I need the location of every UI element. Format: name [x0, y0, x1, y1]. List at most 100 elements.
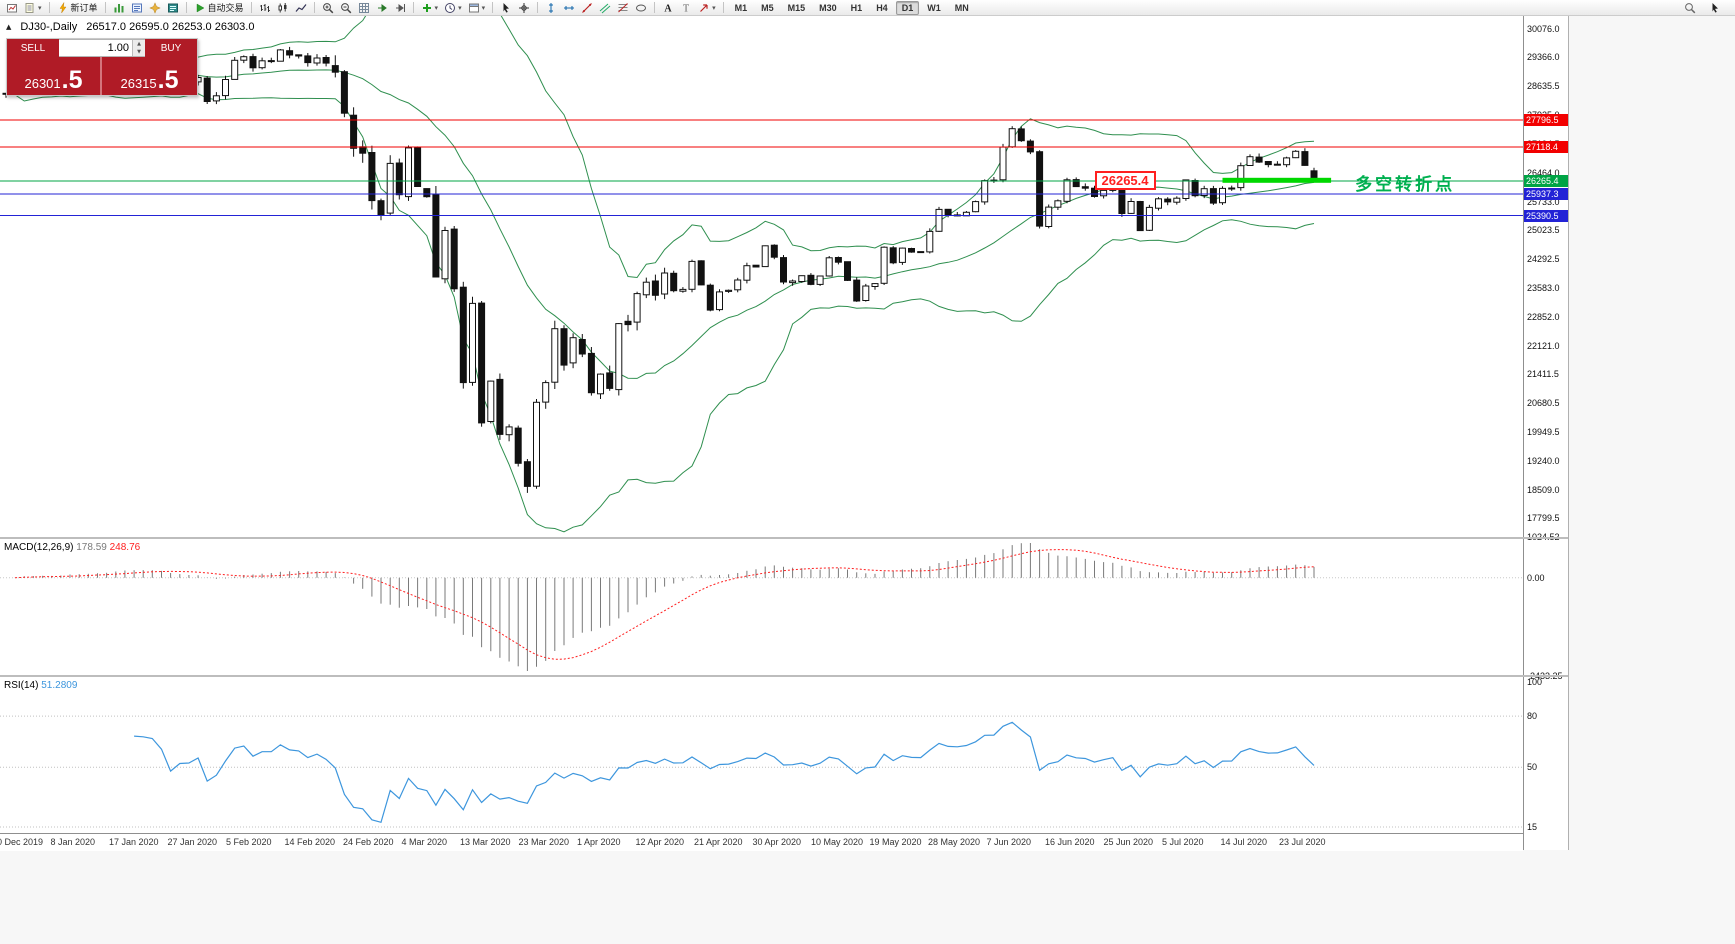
- toolbar-search-button[interactable]: [1681, 0, 1699, 15]
- date-label: 12 Apr 2020: [635, 837, 685, 847]
- timeframe-m1-button[interactable]: M1: [734, 2, 748, 13]
- search-icon: [1684, 2, 1696, 14]
- rsi-panel: RSI(14) 51.2809: [0, 677, 1523, 833]
- rsi-label: RSI(14) 51.2809: [4, 680, 77, 691]
- date-label: 5 Jul 2020: [1162, 837, 1204, 847]
- toolbar-bar-chart-button[interactable]: [256, 0, 274, 15]
- toolbar-trendline-button[interactable]: [578, 0, 596, 15]
- toolbar-profiles-button[interactable]: ▾: [21, 0, 45, 15]
- fibonacci-icon: [617, 2, 629, 14]
- new-order-label: 新订单: [70, 3, 98, 13]
- rsi-axis-tick: 50: [1527, 762, 1538, 773]
- toolbar-new-chart-button[interactable]: [3, 0, 21, 15]
- rsi-axis-tick: 15: [1527, 822, 1538, 832]
- data-window-icon: [131, 2, 143, 14]
- toolbar-text-button[interactable]: A: [659, 0, 677, 15]
- timeframe-h4-button[interactable]: H4: [876, 2, 888, 13]
- rsi-plot[interactable]: [0, 677, 1523, 833]
- toolbar-crosshair-button[interactable]: [515, 0, 533, 15]
- panel-splitter[interactable]: [0, 675, 1568, 677]
- svg-text:T: T: [683, 3, 689, 14]
- trend-annotation-text[interactable]: 多空转折点: [1355, 174, 1456, 194]
- toolbar-market-watch-button[interactable]: [110, 0, 128, 15]
- lot-decrease-button[interactable]: ▼: [133, 48, 145, 56]
- macd-plot[interactable]: [0, 539, 1523, 675]
- timeframe-h1-button[interactable]: H1: [850, 2, 863, 13]
- zoom-in-icon: [322, 2, 334, 14]
- one-click-trade-panel: SELL 1.00 ▲ ▼ BUY 26301.5 2: [6, 38, 198, 96]
- text-icon: A: [662, 2, 674, 14]
- price-axis-tick: 24292.5: [1527, 254, 1560, 265]
- toolbar-text-label-button[interactable]: T: [677, 0, 695, 15]
- toolbar-periods-button[interactable]: ▾: [441, 0, 465, 15]
- toolbar-pointer-button[interactable]: [1706, 0, 1724, 15]
- price-axis-tick: 22852.0: [1527, 311, 1560, 322]
- time-axis[interactable]: 30 Dec 2019 8 Jan 2020 17 Jan 2020 27 Jan 2…: [0, 833, 1523, 851]
- sell-price-display[interactable]: 26301.5: [7, 57, 102, 95]
- toolbar-fibonacci-button[interactable]: [614, 0, 632, 15]
- timeframe-w1-button[interactable]: W1: [927, 2, 941, 13]
- toolbar-chart-shift-button[interactable]: [391, 0, 409, 15]
- toolbar-zoom-out-button[interactable]: [337, 0, 355, 15]
- toolbar-data-window-button[interactable]: [128, 0, 146, 15]
- toolbar-ellipse-button[interactable]: [632, 0, 650, 15]
- chart-title: ▲ DJ30-,Daily 26517.0 26595.0 26253.0 26…: [6, 21, 254, 33]
- date-label: 4 Mar 2020: [401, 837, 448, 847]
- timeframe-d1-button[interactable]: D1: [895, 0, 920, 15]
- date-label: 8 Jan 2020: [50, 837, 96, 847]
- profiles-icon: [24, 2, 36, 14]
- toolbar-zoom-in-button[interactable]: [319, 0, 337, 15]
- price-chart-plot[interactable]: [0, 16, 1523, 537]
- buy-price-display[interactable]: 26315.5: [102, 57, 197, 95]
- price-axis-tick: 28635.5: [1527, 81, 1560, 92]
- lot-increase-button[interactable]: ▲: [133, 40, 145, 48]
- price-axis-tick: 29366.0: [1527, 52, 1560, 63]
- toolbar-channel-button[interactable]: [596, 0, 614, 15]
- date-label: 19 May 2020: [869, 837, 922, 847]
- timeframe-m5-button[interactable]: M5: [761, 2, 774, 13]
- zoom-out-icon: [340, 2, 352, 14]
- toolbar-auto-scroll-button[interactable]: [373, 0, 391, 15]
- price-axis[interactable]: 30076.029366.028635.527925.027194.526464…: [1523, 16, 1568, 850]
- sell-button[interactable]: SELL: [7, 39, 59, 57]
- toolbar-candlestick-chart-button[interactable]: [274, 0, 292, 15]
- toolbar-autotrading-button[interactable]: 自动交易: [191, 0, 247, 15]
- date-label: 23 Mar 2020: [518, 837, 570, 847]
- price-axis-tick: 19949.5: [1527, 427, 1560, 438]
- date-label: 23 Jul 2020: [1279, 837, 1326, 847]
- buy-button[interactable]: BUY: [145, 39, 197, 57]
- toolbar-templates-button[interactable]: ▾: [465, 0, 489, 15]
- date-label: 27 Jan 2020: [167, 837, 218, 847]
- one-click-collapse-icon[interactable]: ▲: [6, 23, 12, 31]
- toolbar-indicators-button[interactable]: ▾: [418, 0, 442, 15]
- svg-text:A: A: [664, 3, 672, 14]
- lot-size-field[interactable]: 1.00 ▲ ▼: [59, 39, 145, 57]
- toolbar-navigator-button[interactable]: [146, 0, 164, 15]
- toolbar-new-order-button[interactable]: 新订单: [54, 0, 101, 15]
- toolbar: ▾ 新订单 自动交易 ▾ ▾ ▾ A T ▾ M1 M5 M15 M30 H1 H4 D1 W1 MN: [0, 0, 1735, 16]
- toolbar-cursor-button[interactable]: [497, 0, 515, 15]
- auto-scroll-icon: [376, 2, 388, 14]
- symbol-period-label: DJ30-,Daily: [20, 21, 78, 33]
- toolbar-grid-button[interactable]: [355, 0, 373, 15]
- toolbar-arrows-button[interactable]: ▾: [695, 0, 719, 15]
- crosshair-icon: [518, 2, 530, 14]
- candlestick-chart-icon: [277, 2, 289, 14]
- toolbar-separator: [722, 2, 724, 13]
- toolbar-horizontal-line-button[interactable]: [560, 0, 578, 15]
- lot-spinner: ▲ ▼: [132, 40, 145, 56]
- panel-splitter[interactable]: [0, 537, 1568, 539]
- price-annotation-box[interactable]: 26265.4: [1094, 170, 1156, 190]
- cursor-icon: [500, 2, 512, 14]
- lot-value: 1.00: [107, 42, 129, 54]
- timeframe-m15-button[interactable]: M15: [787, 2, 806, 13]
- toolbar-vertical-line-button[interactable]: [542, 0, 560, 15]
- date-label: 30 Dec 2019: [0, 837, 44, 847]
- timeframe-mn-button[interactable]: MN: [954, 2, 969, 13]
- toolbar-separator: [537, 2, 539, 13]
- chart-shift-icon: [394, 2, 406, 14]
- price-axis-tick: 26464.0: [1527, 167, 1560, 178]
- toolbar-line-chart-button[interactable]: [292, 0, 310, 15]
- timeframe-m30-button[interactable]: M30: [819, 2, 837, 13]
- toolbar-terminal-button[interactable]: [164, 0, 182, 15]
